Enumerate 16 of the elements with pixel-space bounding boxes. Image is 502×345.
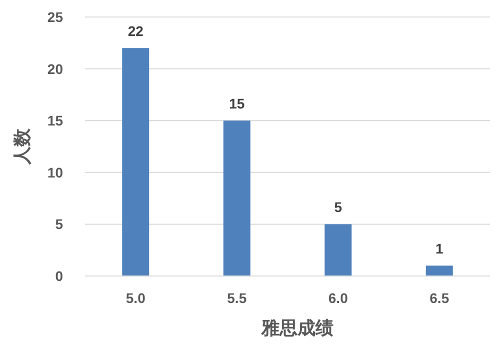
x-tick-label: 6.0 xyxy=(328,290,348,306)
y-tick-label: 5 xyxy=(55,216,64,232)
y-tick-label: 10 xyxy=(47,164,64,180)
y-tick-label: 25 xyxy=(47,9,64,25)
y-tick-label: 0 xyxy=(55,268,64,284)
y-tick-label: 15 xyxy=(47,112,64,129)
data-label: 1 xyxy=(435,240,444,257)
data-label: 5 xyxy=(334,199,342,216)
data-label: 15 xyxy=(229,96,245,112)
x-axis-title: 雅思成绩 xyxy=(260,318,334,338)
x-tick-label: 5.0 xyxy=(126,290,146,306)
data-label: 22 xyxy=(128,23,144,40)
y-axis-title: 人数 xyxy=(12,128,32,166)
y-tick-label: 20 xyxy=(47,60,64,77)
x-tick-label: 5.5 xyxy=(227,290,247,306)
x-tick-label: 6.5 xyxy=(430,290,450,306)
